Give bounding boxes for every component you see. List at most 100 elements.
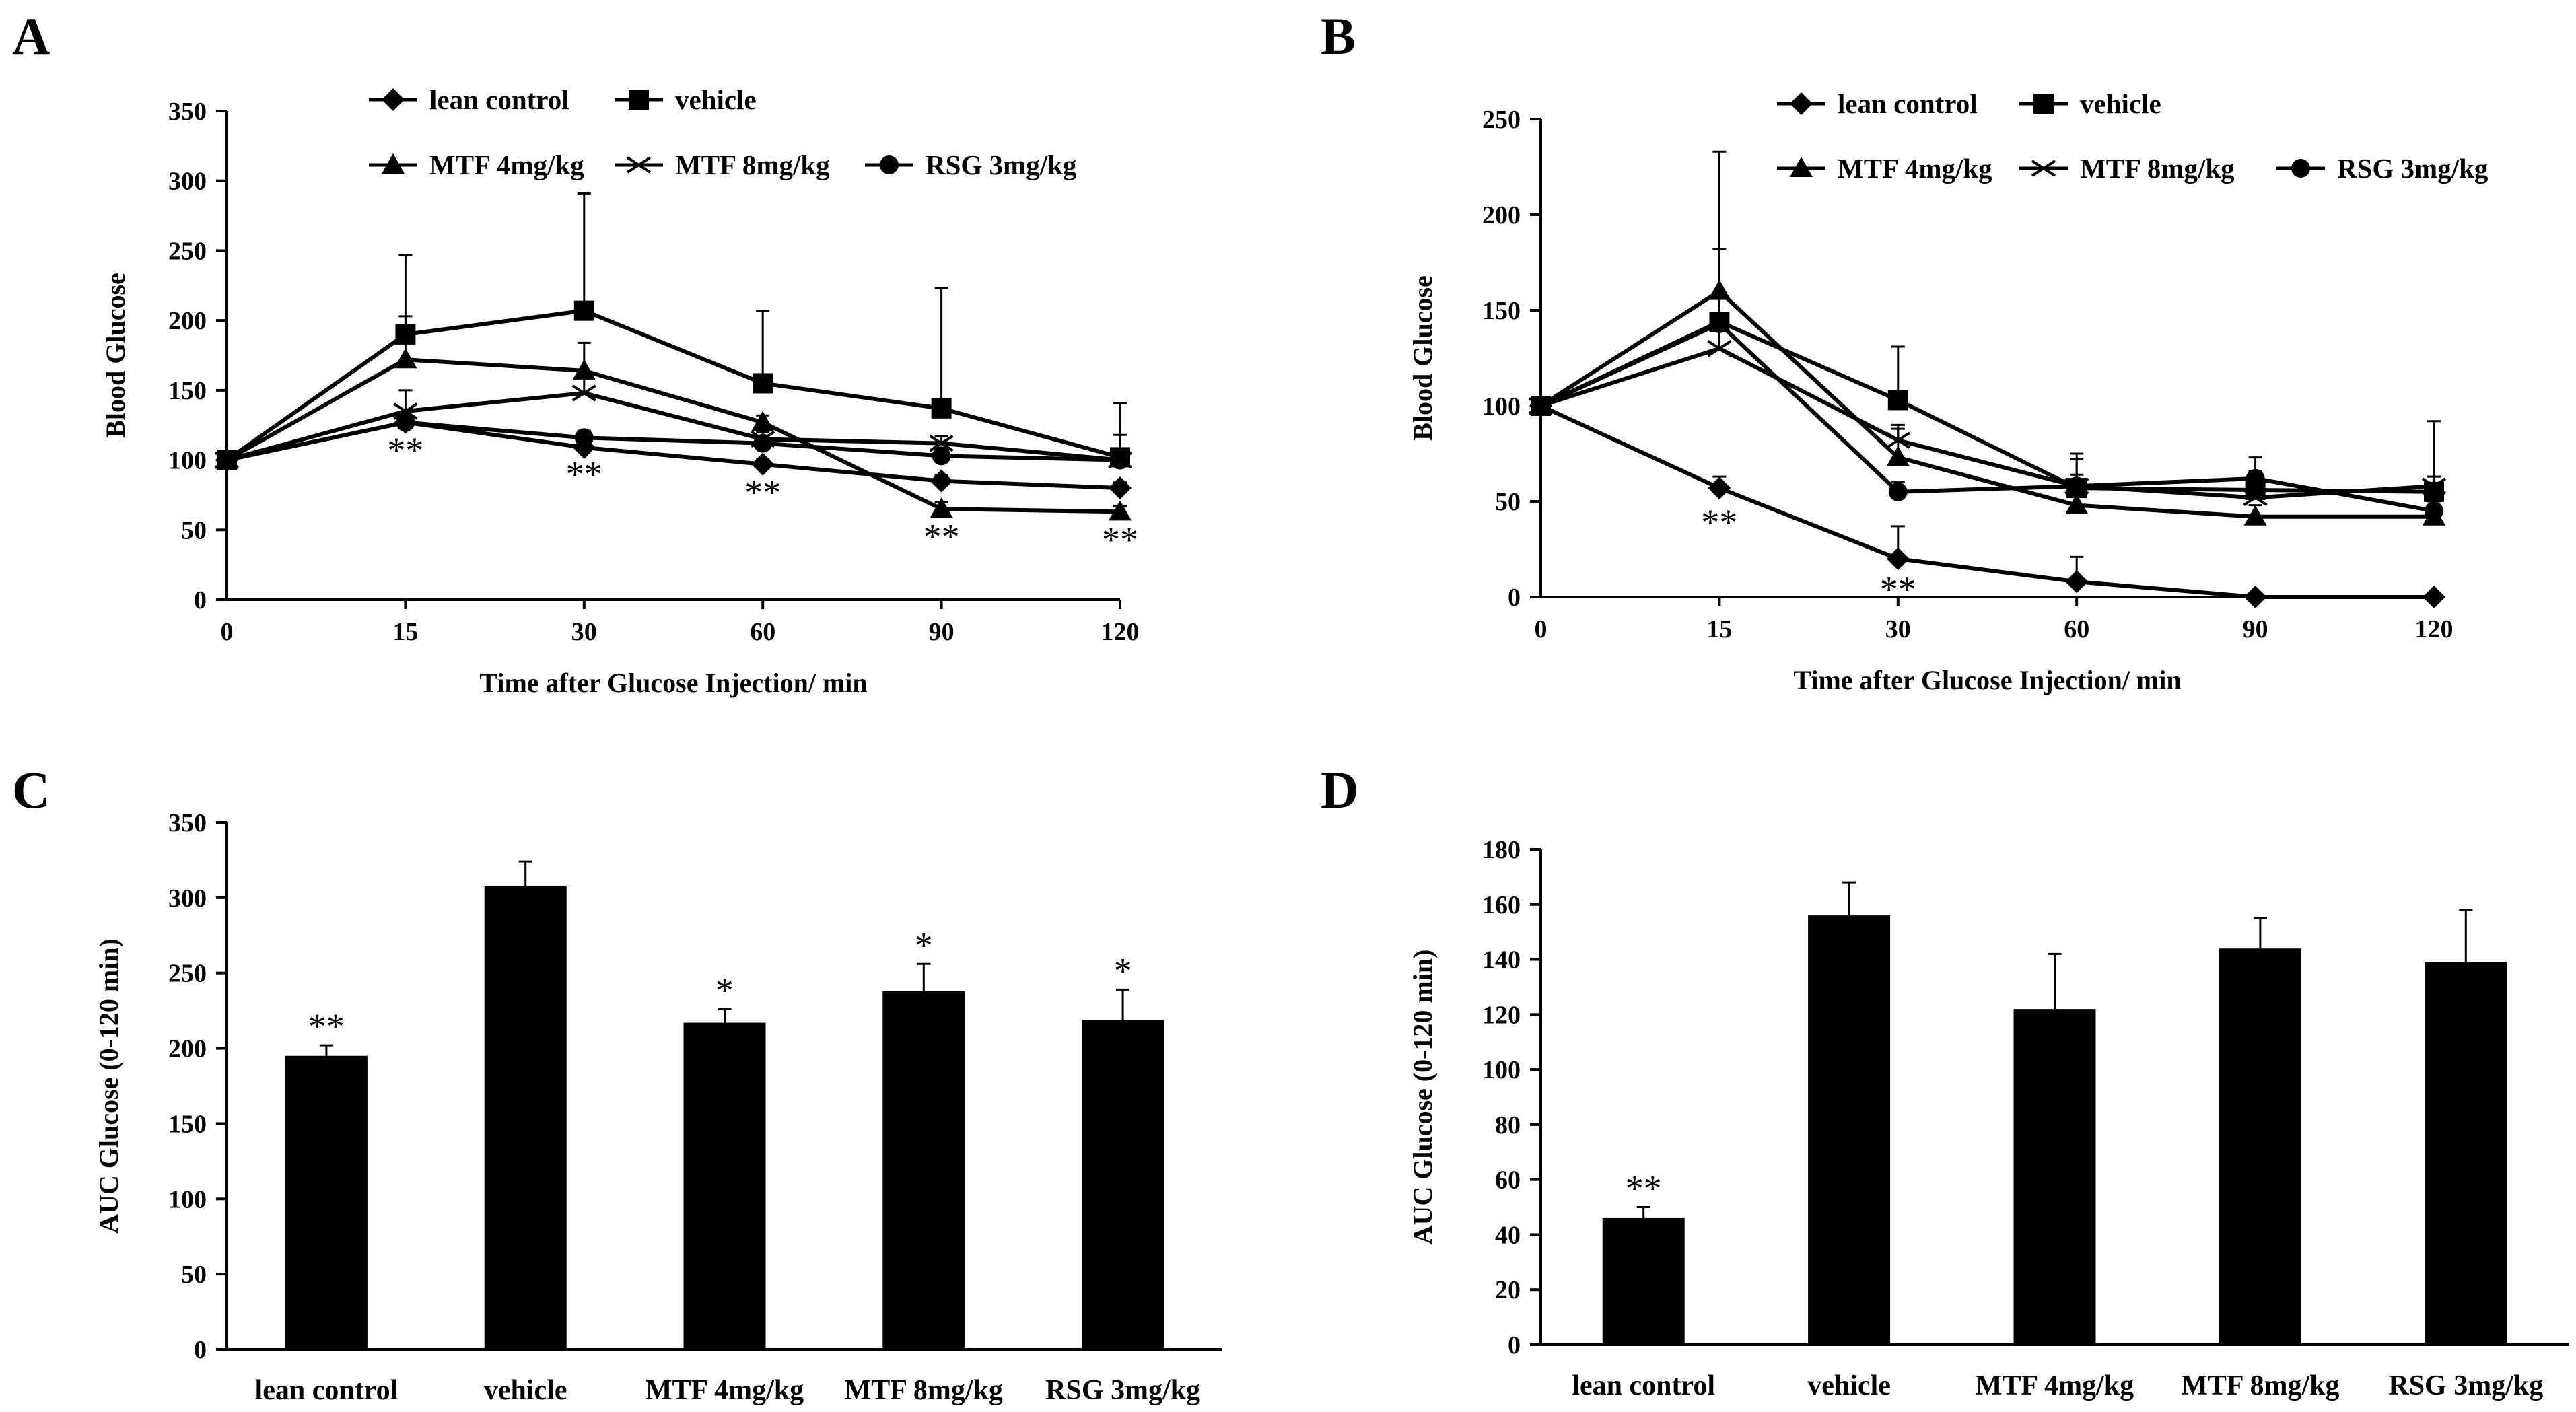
panel-b-legend-label: MTF 8mg/kg [2080, 153, 2235, 184]
panel-d-y-tick-label: 20 [1495, 1276, 1521, 1304]
panel-b-legend-marker [1790, 92, 1813, 115]
panel-b-data-point [1708, 279, 1731, 300]
panel-b-series-line [1539, 288, 2434, 519]
panel-c-y-tick-label: 100 [168, 1185, 207, 1213]
x-marker-stroke [393, 402, 418, 420]
panel-b-data-point [1531, 396, 1550, 415]
panel-d-bar-chart: 0 20 40 60 80 100 120 140 160 180 AUC Glucose (0-1… [1407, 836, 2569, 1401]
panel-b-data-point [2067, 476, 2087, 496]
panel-d-letter: D [1321, 761, 1358, 819]
panel-d-y-tick-label: 120 [1482, 1001, 1521, 1029]
panel-a-letter: A [12, 7, 50, 65]
panel-c-bar [882, 991, 965, 1349]
panel-c-significance-mark: * [915, 925, 933, 965]
panel-d-bar [1602, 1217, 1685, 1345]
panel-c-category-label: MTF 4mg/kg [646, 1375, 804, 1406]
panel-a-significance-mark: ** [924, 517, 960, 557]
panel-b-y-tick-label: 200 [1482, 201, 1521, 230]
panel-c-letter: C [12, 761, 50, 819]
panel-d-y-tick-label: 40 [1495, 1221, 1521, 1249]
panel-b-data-point [1707, 340, 1732, 357]
panel-a-data-point [396, 413, 415, 432]
panel-c-category-label: MTF 8mg/kg [845, 1375, 1003, 1406]
panel-c-category-label: vehicle [484, 1375, 567, 1406]
panel-b-data-point [1885, 431, 1910, 449]
panel-a-data-point [393, 402, 418, 420]
panel-b-y-axis-title: Blood Glucose [1407, 275, 1438, 441]
panel-c-significance-mark: * [1114, 950, 1132, 991]
panel-a-series-triangle [215, 315, 1132, 521]
panel-c-y-axis-title: AUC Glucose (0-120 min) [94, 938, 124, 1234]
panel-a-y-tick-label: 0 [194, 586, 207, 614]
x-marker-stroke [2031, 160, 2056, 177]
panel-b-data-point [1887, 390, 1908, 411]
panel-a-data-point [572, 359, 596, 380]
panel-a-x-tick-label: 60 [750, 618, 775, 646]
panel-a-series-line [226, 420, 1121, 462]
panel-b-data-point [1888, 482, 1908, 501]
x-marker-stroke [2243, 489, 2268, 506]
panel-d-category-label: RSG 3mg/kg [2388, 1370, 2543, 1401]
panel-b-x-tick-label: 30 [1885, 615, 1911, 643]
panel-d-y-tick-label: 160 [1482, 891, 1521, 919]
panel-c-y-tick-label: 250 [168, 960, 207, 988]
panel-c-y-tick-label: 50 [181, 1261, 207, 1289]
panel-a-legend-marker [382, 153, 405, 174]
panel-c-category-label: lean control [255, 1375, 398, 1406]
panel-b-data-point [2065, 570, 2089, 594]
panel-b-data-point [1886, 446, 1910, 466]
panel-d-category-label: MTF 8mg/kg [2181, 1370, 2339, 1401]
panel-a-x-axis-title: Time after Glucose Injection/ min [479, 668, 867, 698]
panel-a-data-point [753, 433, 773, 453]
panel-a-significance-mark: ** [1102, 520, 1138, 560]
panel-b-data-point [1708, 476, 1731, 500]
panel-d-y-tick-label: 100 [1482, 1056, 1521, 1084]
panel-b-y-tick-label: 100 [1482, 392, 1521, 421]
panel-a-x-tick-label: 15 [392, 618, 418, 646]
panel-a-data-point [394, 348, 417, 369]
panel-a-series-circle [217, 413, 1129, 470]
panel-b-data-point [2243, 505, 2267, 526]
panel-a-series-line [226, 390, 1121, 462]
panel-b-data-point [2065, 493, 2089, 514]
panel-a-data-point [1111, 450, 1129, 470]
panel-a-data-point [751, 452, 775, 476]
panel-a-legend-label: vehicle [675, 84, 757, 115]
panel-b-x-tick-label: 15 [1706, 615, 1732, 643]
panel-d-bar [1808, 915, 1891, 1345]
x-marker-stroke [571, 384, 596, 402]
panel-d-bar [2013, 1009, 2096, 1345]
panel-a-significance-mark: ** [566, 454, 602, 494]
panel-b-letter: B [1321, 7, 1356, 65]
panel-d-category-label: MTF 4mg/kg [1976, 1370, 2134, 1401]
panel-a-y-tick-label: 200 [168, 307, 207, 335]
panel-b-data-point [2425, 501, 2443, 521]
panel-a-data-point [930, 497, 953, 518]
panel-b-x-tick-label: 90 [2243, 615, 2268, 643]
panel-a-data-point [1109, 476, 1132, 500]
panel-d-y-tick-label: 80 [1495, 1111, 1521, 1139]
panel-a-y-tick-label: 350 [168, 98, 207, 126]
panel-d-bar [2219, 948, 2301, 1345]
panel-a-line-chart: 0 50 100 150 200 250 300 350 Blood Glucose 0 15 30 6… [100, 84, 1140, 698]
panel-d-category-label: lean control [1572, 1370, 1715, 1401]
panel-a-x-tick-label: 30 [571, 618, 597, 646]
panel-a-significance-mark: ** [744, 472, 781, 512]
panel-a-series-line [225, 357, 1121, 514]
x-marker-stroke [1885, 431, 1910, 449]
panel-b-data-point [2243, 586, 2267, 608]
panel-d-category-label: vehicle [1807, 1370, 1891, 1401]
panel-b-legend-marker [1790, 157, 1813, 177]
panel-c-y-tick-label: 150 [168, 1110, 207, 1138]
panel-d-y-tick-label: 60 [1495, 1166, 1521, 1195]
x-marker-stroke [2421, 477, 2447, 495]
x-marker-stroke [1707, 340, 1732, 357]
panel-c-significance-mark: ** [308, 1006, 345, 1047]
panel-b-legend-label: RSG 3mg/kg [2337, 153, 2488, 184]
panel-a-y-tick-label: 150 [168, 377, 207, 405]
panel-a-y-tick-label: 300 [168, 168, 207, 196]
panel-b-x-tick-label: 120 [2415, 615, 2453, 643]
panel-a-legend-label: RSG 3mg/kg [926, 149, 1077, 180]
panel-b-legend-label: MTF 4mg/kg [1838, 153, 1992, 184]
